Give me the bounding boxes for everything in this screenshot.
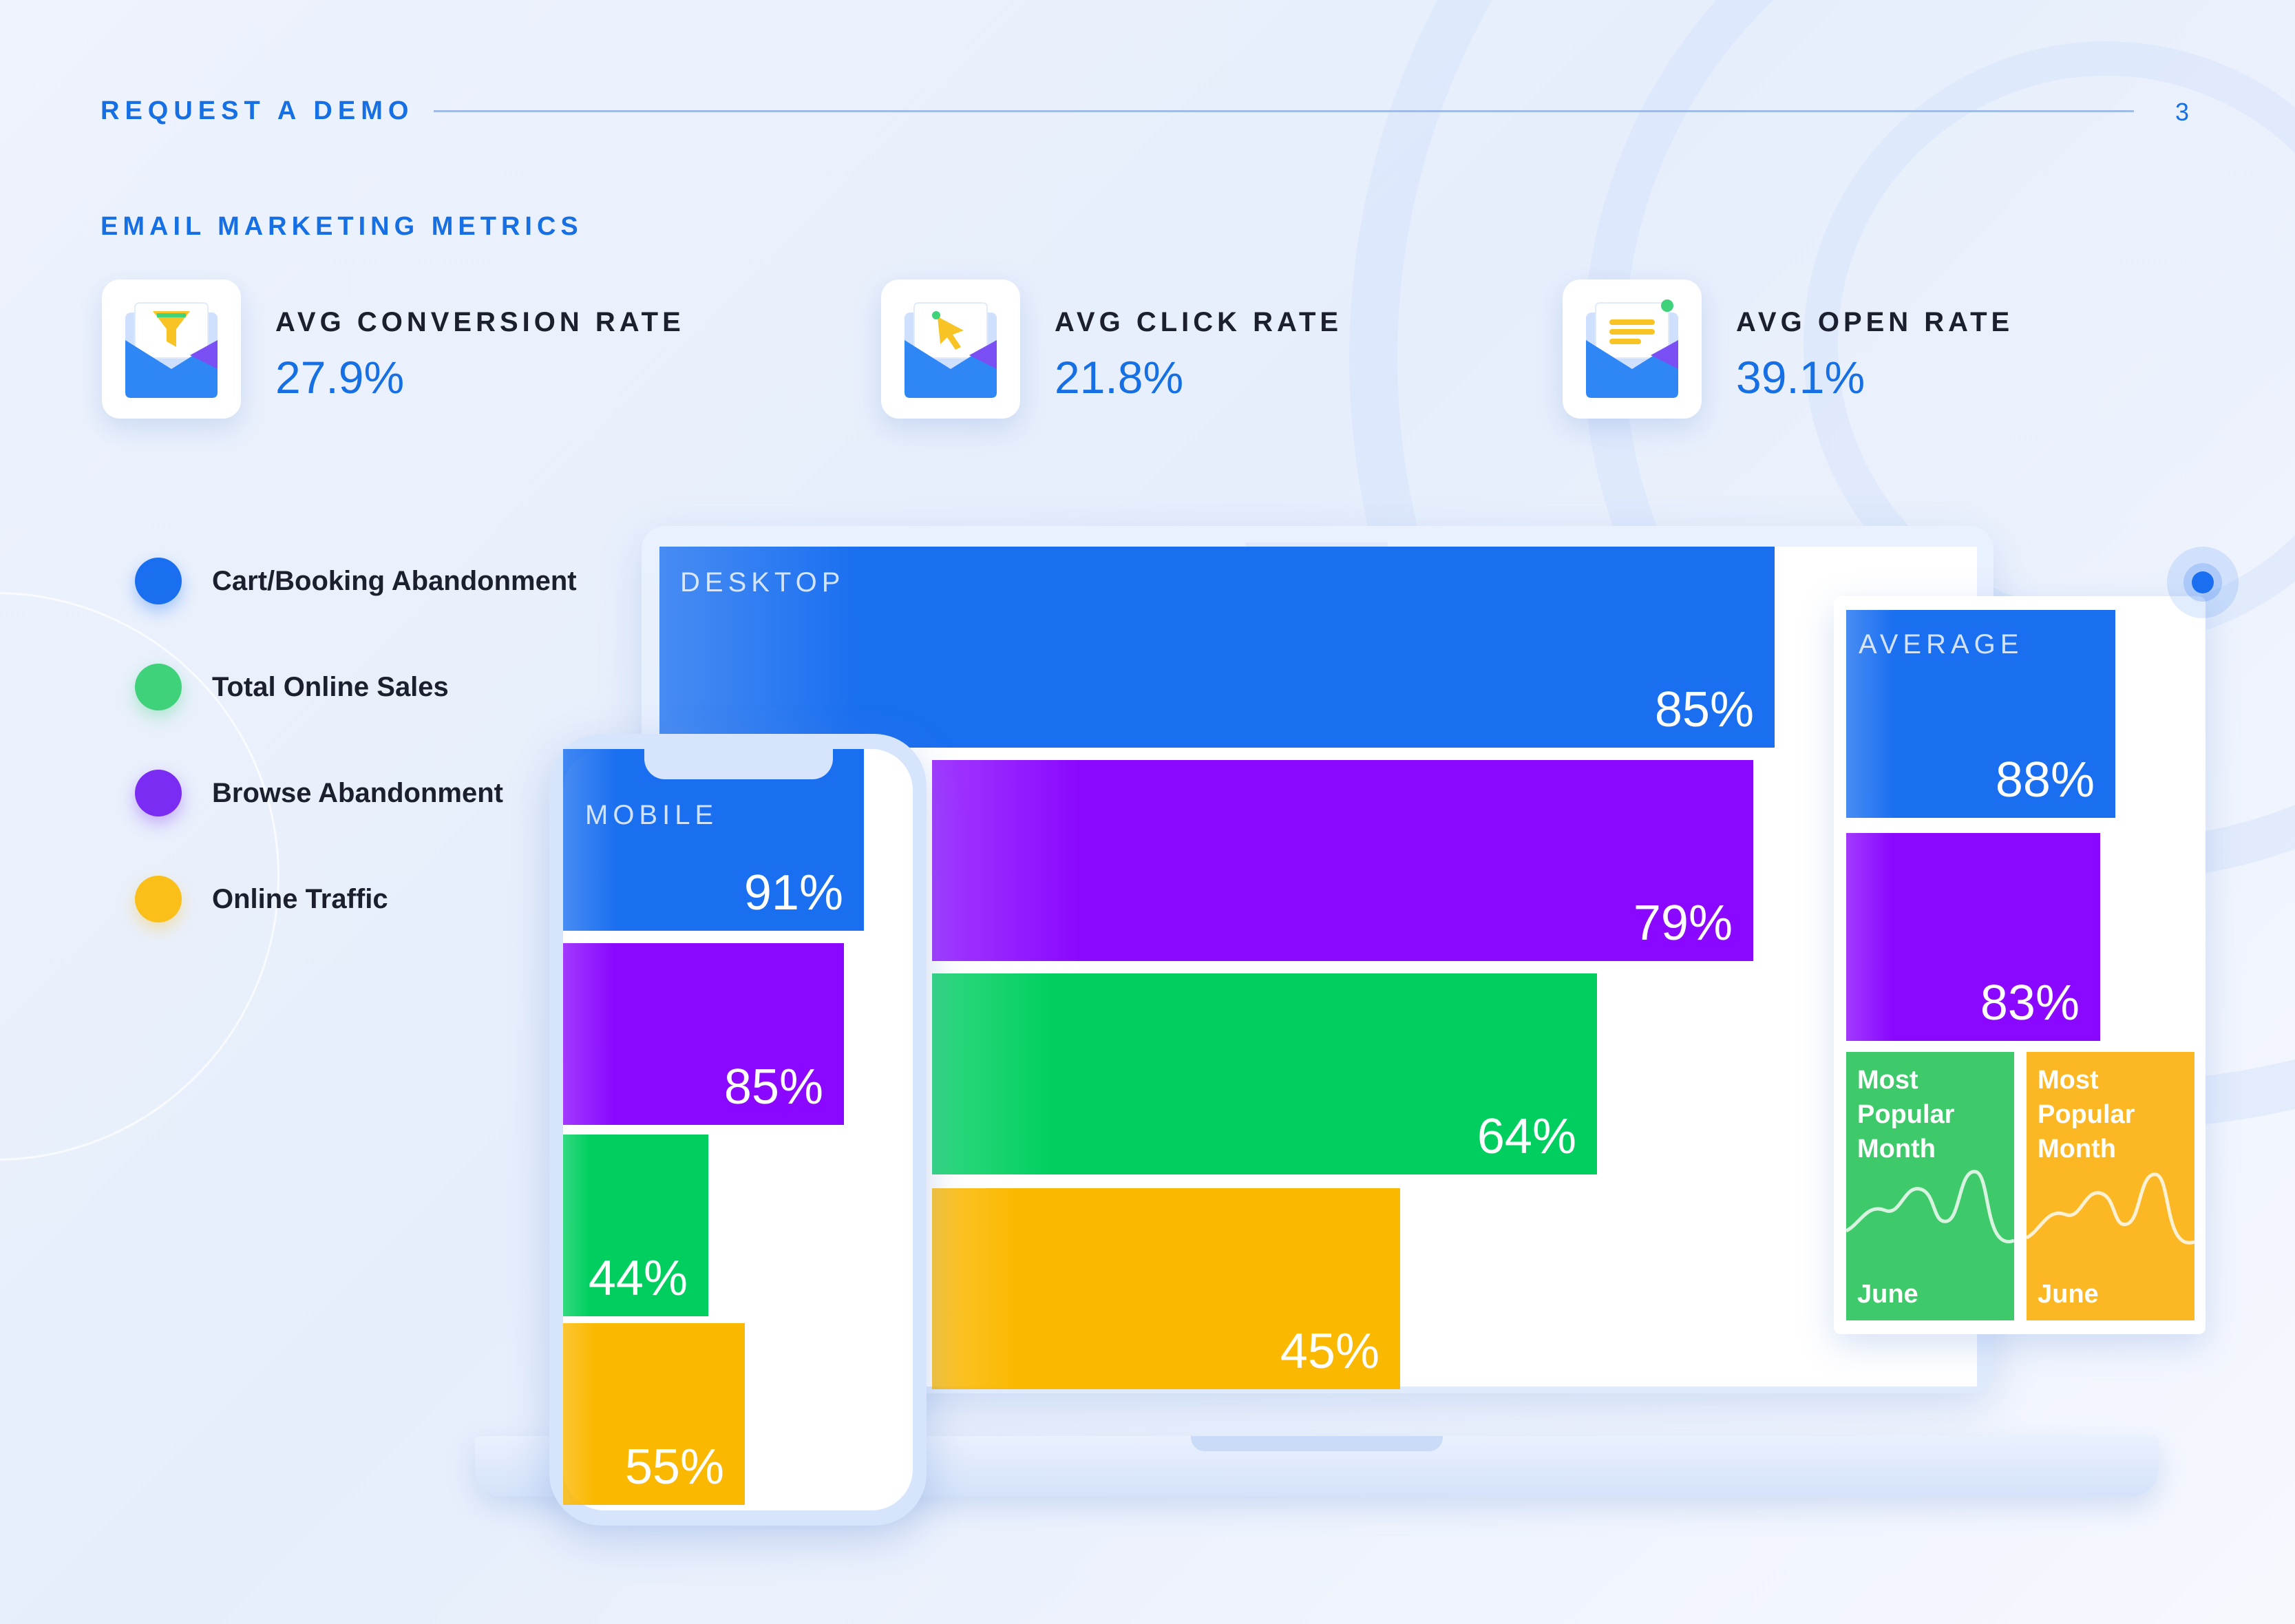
popular-month-card: Most Popular Month June	[2027, 1052, 2194, 1320]
bar-desktop-online-traffic	[932, 1188, 1400, 1389]
bar-value-label: 55%	[624, 1440, 724, 1495]
legend-label: Total Online Sales	[212, 672, 449, 702]
envelope-letter-icon	[1586, 299, 1678, 398]
bar-desktop-cart-booking-abandonment	[659, 547, 1775, 748]
header-title: REQUEST A DEMO	[101, 96, 414, 125]
bar-value-label: 85%	[723, 1059, 823, 1115]
sparkline-icon	[1846, 1170, 2014, 1244]
popular-month-card: Most Popular Month June	[1846, 1052, 2014, 1320]
bar-average-browse-abandonment	[1846, 833, 2100, 1041]
section-title: EMAIL MARKETING METRICS	[101, 212, 583, 241]
bar-average-cart-booking-abandonment	[1846, 610, 2115, 818]
legend-dot	[135, 558, 182, 604]
envelope-cursor-icon	[905, 302, 997, 398]
bar-desktop-total-online-sales	[932, 973, 1597, 1174]
bar-value-label: 44%	[588, 1251, 688, 1306]
metric-value: 21.8%	[1055, 352, 1184, 403]
popular-month-title: Most Popular Month	[1857, 1066, 1955, 1163]
legend-label: Online Traffic	[212, 884, 388, 914]
bar-value-label: 64%	[1477, 1109, 1576, 1164]
bar-desktop-browse-abandonment	[932, 760, 1753, 961]
bar-mobile-online-traffic	[563, 1323, 745, 1505]
metric-label: AVG CLICK RATE	[1055, 307, 1343, 337]
header-divider	[434, 110, 2134, 112]
legend-label: Browse Abandonment	[212, 778, 503, 808]
metric-value: 27.9%	[275, 352, 405, 403]
envelope-funnel-icon	[125, 302, 218, 398]
bar-value-label: 45%	[1280, 1324, 1379, 1379]
laptop-base-lip	[1191, 1436, 1443, 1451]
metric-label: AVG CONVERSION RATE	[275, 307, 685, 337]
legend-dot	[135, 876, 182, 922]
page-number: 3	[2175, 98, 2190, 126]
bar-mobile-total-online-sales	[563, 1135, 708, 1316]
group-label-average: AVERAGE	[1859, 629, 2024, 660]
legend-label: Cart/Booking Abandonment	[212, 566, 577, 596]
popular-month-value: June	[2038, 1280, 2099, 1309]
bar-mobile-browse-abandonment	[563, 943, 844, 1125]
pulse-indicator-dot	[2192, 571, 2214, 593]
metric-value: 39.1%	[1736, 352, 1865, 403]
bar-value-label: 85%	[1654, 682, 1754, 737]
metric-icon-box	[881, 280, 1020, 419]
popular-month-value: June	[1857, 1280, 1918, 1309]
bar-value-label: 79%	[1633, 896, 1733, 951]
legend-dot	[135, 664, 182, 710]
sparkline-icon	[2027, 1172, 2194, 1245]
group-label-desktop: DESKTOP	[680, 567, 845, 598]
metric-icon-box	[1563, 280, 1702, 419]
bar-mobile-cart-booking-abandonment	[563, 749, 864, 931]
popular-month-title: Most Popular Month	[2038, 1066, 2135, 1163]
metric-icon-box	[102, 280, 241, 419]
metric-label: AVG OPEN RATE	[1736, 307, 2014, 337]
group-label-mobile: MOBILE	[585, 800, 719, 830]
legend-dot	[135, 770, 182, 816]
bar-value-label: 91%	[743, 865, 843, 920]
bar-value-label: 88%	[1995, 752, 2095, 808]
phone-notch	[644, 749, 833, 779]
bar-value-label: 83%	[1980, 976, 2080, 1031]
